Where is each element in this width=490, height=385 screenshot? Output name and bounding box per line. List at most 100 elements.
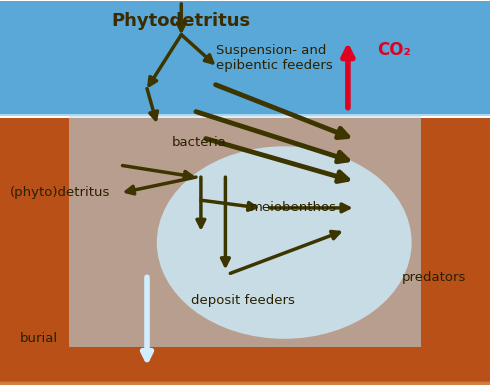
Bar	[0, 291, 490, 382]
Bar	[0, 163, 490, 381]
Bar	[0, 27, 490, 114]
Bar	[0, 136, 490, 381]
Bar	[0, 8, 490, 114]
Bar	[0, 329, 490, 382]
Bar	[0, 219, 490, 382]
Bar	[0, 374, 490, 383]
Bar	[0, 67, 490, 114]
Bar	[0, 26, 490, 114]
Bar	[0, 108, 490, 114]
Bar	[0, 212, 490, 381]
Bar	[0, 288, 490, 382]
Bar	[0, 241, 490, 382]
Bar	[0, 194, 490, 381]
Bar	[0, 105, 490, 114]
Bar	[0, 237, 490, 382]
Bar	[0, 190, 490, 381]
Bar	[0, 101, 490, 114]
Bar	[0, 15, 490, 114]
Bar	[0, 10, 490, 114]
Bar	[0, 63, 490, 114]
Bar	[0, 28, 490, 114]
Bar	[0, 96, 490, 114]
Bar	[0, 1, 490, 114]
Bar	[0, 42, 490, 114]
Bar	[0, 167, 490, 381]
Bar	[0, 309, 490, 382]
Bar	[0, 109, 490, 114]
Bar	[0, 47, 490, 114]
Bar	[0, 38, 490, 114]
Bar	[0, 140, 490, 381]
Bar	[0, 277, 490, 382]
Bar	[0, 13, 490, 114]
Bar	[0, 216, 490, 382]
Bar	[0, 142, 490, 381]
Bar	[0, 127, 490, 381]
Bar	[0, 73, 490, 114]
Bar	[0, 20, 490, 114]
Bar	[0, 102, 490, 114]
Bar	[0, 103, 490, 114]
Bar	[0, 56, 490, 114]
Bar	[0, 239, 490, 382]
Bar	[0, 315, 490, 382]
Bar	[0, 25, 490, 114]
Text: deposit feeders: deposit feeders	[191, 294, 295, 307]
Bar	[0, 94, 490, 114]
Bar	[0, 48, 490, 114]
Ellipse shape	[157, 146, 412, 339]
Bar	[0, 52, 490, 114]
Bar	[0, 76, 490, 114]
Bar	[0, 120, 490, 380]
Text: burial: burial	[20, 332, 58, 345]
Bar	[0, 326, 490, 382]
Bar	[0, 80, 490, 114]
Bar	[0, 205, 490, 381]
Bar	[0, 57, 490, 114]
Bar	[0, 99, 490, 114]
Bar	[0, 358, 490, 383]
Bar	[0, 74, 490, 114]
Bar	[0, 185, 490, 381]
Bar	[0, 221, 490, 382]
Bar	[0, 118, 490, 380]
Bar	[0, 172, 490, 381]
Bar	[0, 70, 490, 114]
Bar	[0, 201, 490, 381]
Bar	[0, 69, 490, 114]
Bar	[0, 49, 490, 114]
Bar	[0, 7, 490, 114]
Bar	[0, 78, 490, 114]
Bar	[0, 83, 490, 114]
Bar	[0, 318, 490, 382]
Bar	[0, 86, 490, 114]
Bar	[0, 14, 490, 114]
Bar	[0, 176, 490, 381]
Bar	[0, 342, 490, 382]
Bar	[0, 62, 490, 114]
Bar	[0, 90, 490, 114]
Bar	[0, 302, 490, 382]
Bar	[0, 246, 490, 382]
Bar	[0, 2, 490, 114]
Text: Suspension- and
epibentic feeders: Suspension- and epibentic feeders	[216, 44, 332, 72]
Bar	[0, 199, 490, 381]
Bar	[0, 250, 490, 382]
Bar	[0, 77, 490, 114]
Bar	[0, 248, 490, 382]
Bar	[0, 89, 490, 114]
Bar	[0, 192, 490, 381]
Bar	[0, 383, 490, 385]
Bar	[0, 5, 490, 114]
Text: meiobenthos: meiobenthos	[250, 201, 337, 214]
Bar	[0, 94, 490, 114]
Bar	[0, 60, 490, 114]
Bar	[0, 110, 490, 114]
Bar	[0, 340, 490, 382]
Text: Phytodetritus: Phytodetritus	[112, 12, 251, 30]
Bar	[0, 333, 490, 382]
Bar	[0, 356, 490, 383]
Bar	[0, 210, 490, 381]
Bar	[0, 106, 490, 114]
